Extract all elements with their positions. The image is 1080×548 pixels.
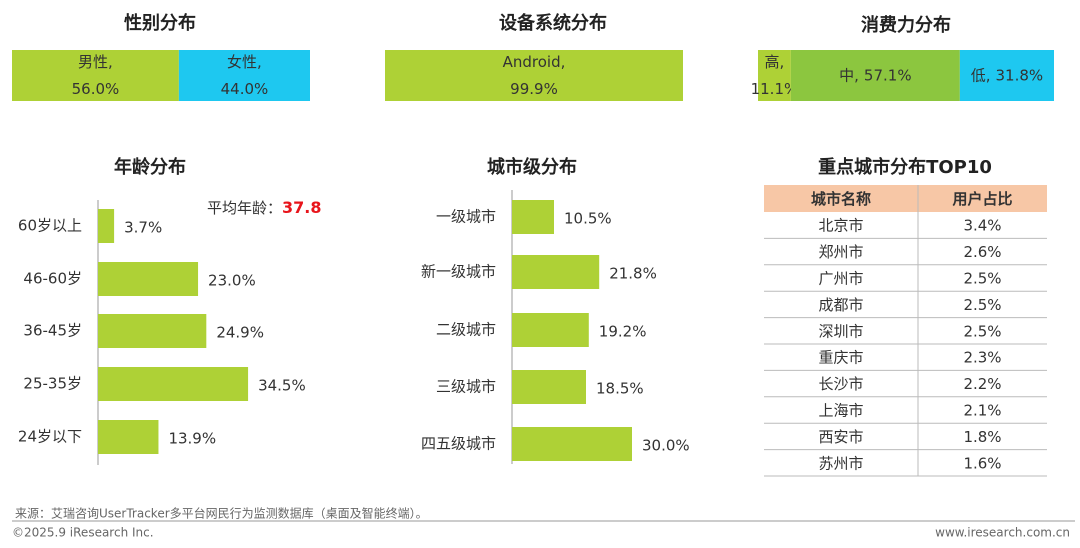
category-label: 60岁以上 (18, 217, 82, 235)
segment-name: 高, (765, 53, 785, 71)
bar-segment (758, 50, 791, 101)
table-header-bg (764, 185, 1047, 212)
category-label: 二级城市 (436, 321, 496, 339)
table-cell: 重庆市 (818, 349, 863, 367)
segment-name: Android, (503, 53, 566, 71)
chart-title: 性别分布 (124, 12, 196, 34)
bar (98, 314, 207, 348)
table-cell: 2.6% (963, 243, 1001, 261)
category-label: 24岁以下 (18, 428, 82, 446)
website: www.iresearch.com.cn (935, 526, 1070, 540)
table-cell: 西安市 (818, 428, 863, 446)
bar (512, 255, 600, 289)
table-header: 城市名称 (811, 190, 871, 208)
table-cell: 2.3% (963, 349, 1001, 367)
table-cell: 郑州市 (818, 243, 863, 261)
value-label: 3.7% (124, 219, 162, 237)
chart-title: 城市级分布 (487, 156, 577, 178)
segment-label: 中, 57.1% (839, 66, 911, 84)
value-label: 19.2% (599, 323, 647, 341)
annotation: 平均年龄：37.8 (207, 198, 322, 217)
table-cell: 成都市 (818, 296, 863, 314)
table-cell: 2.5% (963, 296, 1001, 314)
bar-segment (790, 50, 960, 101)
bar (98, 262, 199, 296)
segment-label: 低, 31.8% (971, 66, 1043, 84)
source-note: 来源：艾瑞咨询UserTracker多平台网民行为监测数据库（桌面及智能终端）。 (15, 506, 428, 521)
segment-name: 男性, (78, 53, 113, 71)
value-label: 21.8% (609, 265, 657, 283)
segment-value: 99.9% (510, 80, 558, 98)
table-cell: 2.2% (963, 375, 1001, 393)
annotation-label: 平均年龄： (207, 199, 282, 217)
category-label: 36-45岁 (23, 322, 82, 340)
bar (98, 209, 115, 243)
table-cell: 3.4% (963, 217, 1001, 235)
category-label: 一级城市 (436, 208, 496, 226)
table-header: 用户占比 (952, 190, 1012, 208)
value-label: 23.0% (208, 272, 256, 290)
segment-value: 31.8% (995, 66, 1043, 84)
table-cell: 上海市 (818, 402, 863, 420)
bar-segment (385, 50, 683, 101)
segment-value: 57.1% (864, 66, 912, 84)
chart-title: 设备系统分布 (499, 12, 607, 34)
table-cell: 北京市 (818, 217, 863, 235)
bar-segment (12, 50, 179, 101)
segment-name: 中, (839, 66, 859, 84)
table-cell: 深圳市 (818, 322, 863, 340)
bar-segment (959, 50, 1054, 101)
category-label: 三级城市 (436, 378, 496, 396)
bar-segment (178, 50, 310, 101)
value-label: 18.5% (596, 380, 644, 398)
table-cell: 1.6% (963, 454, 1001, 472)
table-cell: 1.8% (963, 428, 1001, 446)
bar (512, 370, 586, 404)
segment-value: 56.0% (72, 80, 120, 98)
table-cell: 苏州市 (818, 454, 863, 472)
category-label: 新一级城市 (421, 263, 496, 281)
table-cell: 2.5% (963, 322, 1001, 340)
bar (512, 427, 632, 461)
copyright: ©2025.9 iResearch Inc. (12, 526, 154, 540)
table-cell: 2.5% (963, 270, 1001, 288)
bar (98, 420, 159, 454)
segment-value: 44.0% (221, 80, 269, 98)
value-label: 13.9% (168, 430, 216, 448)
value-label: 30.0% (642, 437, 690, 455)
annotation-value: 37.8 (282, 198, 321, 217)
table-title: 重点城市分布TOP10 (818, 156, 992, 178)
table-cell: 2.1% (963, 402, 1001, 420)
chart-title: 消费力分布 (861, 14, 951, 36)
bar (512, 200, 554, 234)
bar (512, 313, 589, 347)
segment-name: 低, (971, 66, 991, 84)
table-cell: 广州市 (818, 270, 863, 288)
value-label: 10.5% (564, 210, 612, 228)
category-label: 四五级城市 (421, 435, 496, 453)
bar (98, 367, 249, 401)
value-label: 34.5% (258, 377, 306, 395)
table-cell: 长沙市 (818, 375, 863, 393)
segment-name: 女性, (227, 53, 262, 71)
category-label: 46-60岁 (23, 270, 82, 288)
category-label: 25-35岁 (23, 375, 82, 393)
value-label: 24.9% (216, 324, 264, 342)
segment-value: 11.1% (751, 80, 799, 98)
chart-title: 年龄分布 (114, 156, 186, 178)
